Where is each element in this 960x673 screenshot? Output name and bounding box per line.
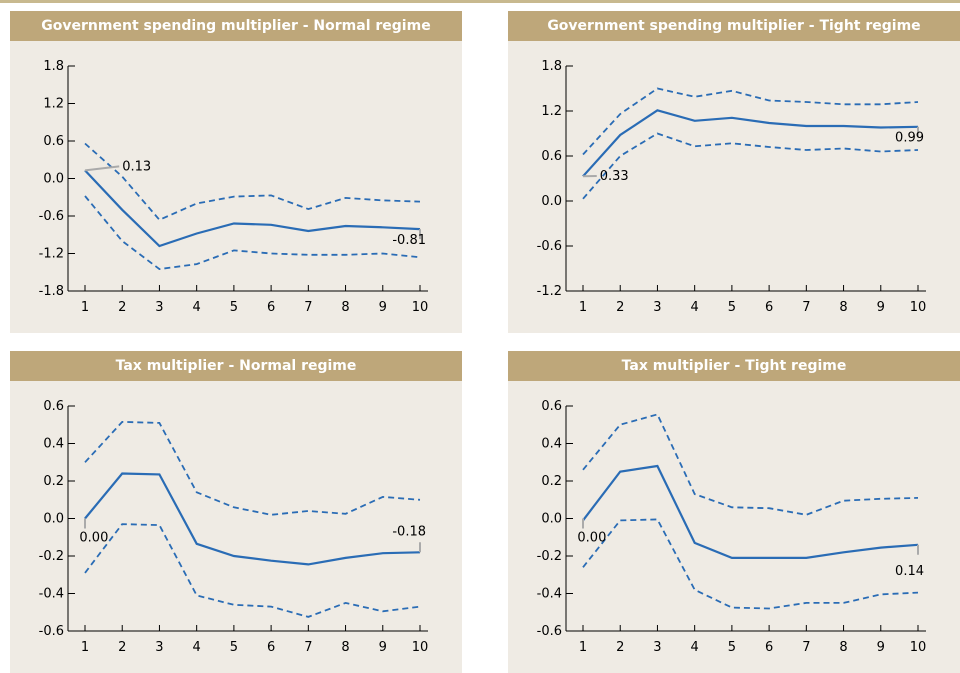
x-tick-label: 3 (653, 640, 661, 655)
y-tick-label: 0.4 (541, 437, 562, 452)
x-tick-label: 4 (691, 300, 699, 315)
x-tick-label: 4 (193, 640, 201, 655)
y-tick-label: -0.6 (537, 624, 562, 639)
y-tick-label: 0.0 (43, 512, 64, 527)
series-line-band (85, 196, 420, 269)
annotation-label: 0.99 (895, 130, 924, 145)
x-tick-label: 3 (155, 300, 163, 315)
x-tick-label: 10 (910, 300, 927, 315)
series-line-band (583, 519, 918, 608)
y-tick-label: -1.2 (537, 284, 562, 299)
x-tick-label: 2 (616, 640, 624, 655)
x-tick-label: 8 (839, 300, 847, 315)
annotation-label: -0.18 (392, 525, 426, 540)
line-chart: 1.8 1.2 0.6 0.0 -0.6 -1.2 -1.8 1 2 3 4 5 6 7 8 9 10 0.13 -… (10, 11, 462, 333)
x-tick-label: 5 (728, 300, 736, 315)
x-tick-label: 4 (691, 640, 699, 655)
x-tick-label: 6 (267, 300, 275, 315)
y-tick-label: 0.0 (541, 512, 562, 527)
x-tick-label: 2 (118, 640, 126, 655)
annotation-label: 0.13 (122, 159, 151, 174)
y-tick-label: 0.0 (43, 172, 64, 187)
x-tick-label: 10 (910, 640, 927, 655)
annotation-label: 0.33 (600, 169, 629, 184)
top-rule (0, 0, 960, 3)
x-tick-label: 8 (341, 640, 349, 655)
x-tick-label: 9 (877, 640, 885, 655)
x-tick-label: 6 (267, 640, 275, 655)
y-tick-label: 0.6 (541, 399, 562, 414)
y-tick-label: 1.2 (43, 97, 64, 112)
x-tick-label: 7 (304, 300, 312, 315)
y-tick-label: -0.4 (537, 587, 562, 602)
x-tick-label: 5 (728, 640, 736, 655)
x-tick-label: 7 (304, 640, 312, 655)
x-tick-label: 2 (616, 300, 624, 315)
y-tick-label: 1.8 (541, 59, 562, 74)
annotation-label: 0.14 (895, 564, 924, 579)
x-tick-label: 10 (412, 640, 429, 655)
series-line-band (85, 144, 420, 220)
y-tick-label: -1.8 (39, 284, 64, 299)
y-tick-label: 1.2 (541, 104, 562, 119)
x-tick-label: 2 (118, 300, 126, 315)
line-chart: 1.8 1.2 0.6 0.0 -0.6 -1.2 1 2 3 4 5 6 7 8 9 10 0.33 0.99 (508, 11, 960, 333)
y-tick-label: 0.6 (43, 399, 64, 414)
x-tick-label: 8 (839, 640, 847, 655)
series-line-estimate (583, 110, 918, 176)
x-tick-label: 10 (412, 300, 429, 315)
y-tick-label: -0.2 (537, 549, 562, 564)
chart-panel-gov-normal: Government spending multiplier - Normal … (10, 11, 462, 333)
x-tick-label: 1 (579, 640, 587, 655)
x-tick-label: 3 (155, 640, 163, 655)
x-tick-label: 8 (341, 300, 349, 315)
series-line-estimate (85, 170, 420, 246)
series-line-band (583, 414, 918, 514)
annotation-connector (85, 166, 119, 170)
y-tick-label: 0.2 (541, 474, 562, 489)
line-chart: 0.6 0.4 0.2 0.0 -0.2 -0.4 -0.6 1 2 3 4 5 6 7 8 9 10 0.00 0… (508, 351, 960, 673)
y-tick-label: -0.6 (537, 239, 562, 254)
y-tick-label: -0.6 (39, 624, 64, 639)
y-tick-label: -0.6 (39, 209, 64, 224)
x-tick-label: 1 (81, 300, 89, 315)
y-tick-label: -0.2 (39, 549, 64, 564)
x-tick-label: 6 (765, 640, 773, 655)
x-tick-label: 1 (579, 300, 587, 315)
x-tick-label: 4 (193, 300, 201, 315)
y-tick-label: -0.4 (39, 587, 64, 602)
x-tick-label: 1 (81, 640, 89, 655)
y-tick-label: 0.6 (43, 134, 64, 149)
x-tick-label: 3 (653, 300, 661, 315)
annotation-label: -0.81 (392, 233, 426, 248)
y-tick-label: 0.6 (541, 149, 562, 164)
series-line-band (85, 422, 420, 515)
x-tick-label: 5 (230, 300, 238, 315)
chart-panel-gov-tight: Government spending multiplier - Tight r… (508, 11, 960, 333)
x-tick-label: 5 (230, 640, 238, 655)
x-tick-label: 7 (802, 300, 810, 315)
annotation-label: 0.00 (79, 531, 108, 546)
series-line-estimate (85, 474, 420, 565)
y-tick-label: 0.0 (541, 194, 562, 209)
series-line-band (583, 134, 918, 199)
y-tick-label: 0.2 (43, 474, 64, 489)
y-tick-label: 0.4 (43, 437, 64, 452)
y-tick-label: 1.8 (43, 59, 64, 74)
annotation-label: 0.00 (577, 531, 606, 546)
series-line-estimate (583, 466, 918, 558)
x-tick-label: 9 (877, 300, 885, 315)
line-chart: 0.6 0.4 0.2 0.0 -0.2 -0.4 -0.6 1 2 3 4 5 6 7 8 9 10 0.00 -… (10, 351, 462, 673)
series-line-band (85, 524, 420, 617)
x-tick-label: 6 (765, 300, 773, 315)
x-tick-label: 9 (379, 300, 387, 315)
x-tick-label: 7 (802, 640, 810, 655)
x-tick-label: 9 (379, 640, 387, 655)
y-tick-label: -1.2 (39, 247, 64, 262)
